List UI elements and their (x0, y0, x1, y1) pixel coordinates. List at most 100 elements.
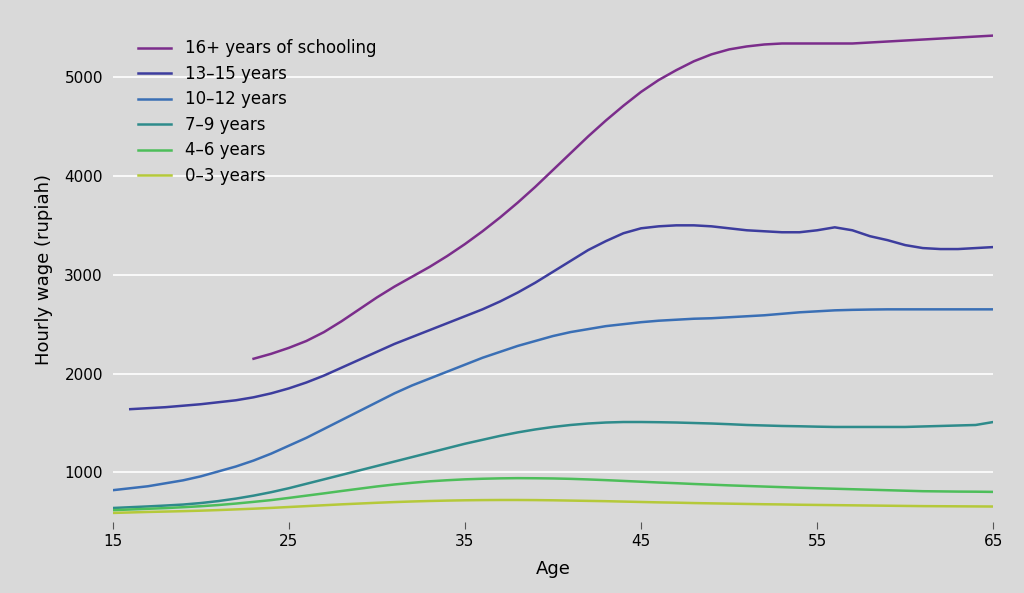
13–15 years (124, 406, 136, 413)
16+ years of schooling (300, 337, 312, 345)
13–15 years (300, 379, 312, 386)
13–15 years (265, 390, 278, 397)
Line: 7–9 years: 7–9 years (113, 422, 993, 508)
0–3 years (987, 503, 999, 510)
16+ years of schooling (846, 40, 858, 47)
13–15 years (899, 241, 911, 248)
13–15 years (248, 394, 260, 401)
13–15 years (952, 246, 965, 253)
13–15 years (494, 298, 506, 305)
13–15 years (811, 227, 823, 234)
16+ years of schooling (459, 241, 471, 248)
4–6 years (388, 481, 400, 488)
0–3 years (706, 500, 718, 507)
16+ years of schooling (336, 318, 348, 325)
Line: 10–12 years: 10–12 years (113, 310, 993, 490)
10–12 years (106, 487, 119, 494)
16+ years of schooling (688, 58, 700, 65)
4–6 years (371, 483, 383, 490)
7–9 years (706, 420, 718, 427)
10–12 years (388, 390, 400, 397)
4–6 years (706, 481, 718, 488)
13–15 years (195, 401, 207, 408)
16+ years of schooling (512, 199, 524, 206)
13–15 years (564, 257, 577, 264)
13–15 years (177, 402, 189, 409)
4–6 years (758, 483, 770, 490)
13–15 years (740, 227, 753, 234)
13–15 years (635, 225, 647, 232)
16+ years of schooling (600, 117, 612, 124)
16+ years of schooling (406, 273, 418, 280)
10–12 years (740, 313, 753, 320)
16+ years of schooling (317, 329, 330, 336)
16+ years of schooling (547, 167, 559, 174)
16+ years of schooling (706, 51, 718, 58)
13–15 years (846, 227, 858, 234)
10–12 years (970, 306, 982, 313)
13–15 years (547, 268, 559, 275)
10–12 years (882, 306, 894, 313)
16+ years of schooling (494, 214, 506, 221)
13–15 years (371, 348, 383, 355)
0–3 years (300, 503, 312, 510)
13–15 years (512, 289, 524, 296)
Line: 0–3 years: 0–3 years (113, 500, 993, 513)
16+ years of schooling (476, 228, 488, 235)
4–6 years (970, 488, 982, 495)
13–15 years (723, 225, 735, 232)
4–6 years (300, 492, 312, 499)
16+ years of schooling (582, 133, 594, 140)
Legend: 16+ years of schooling, 13–15 years, 10–12 years, 7–9 years, 4–6 years, 0–3 year: 16+ years of schooling, 13–15 years, 10–… (130, 31, 385, 193)
16+ years of schooling (899, 37, 911, 44)
4–6 years (987, 489, 999, 496)
13–15 years (441, 320, 454, 327)
16+ years of schooling (758, 41, 770, 48)
13–15 years (934, 246, 946, 253)
13–15 years (794, 229, 806, 236)
13–15 years (424, 327, 436, 334)
16+ years of schooling (970, 33, 982, 40)
16+ years of schooling (811, 40, 823, 47)
16+ years of schooling (371, 294, 383, 301)
13–15 years (882, 237, 894, 244)
16+ years of schooling (934, 35, 946, 42)
16+ years of schooling (987, 32, 999, 39)
13–15 years (688, 222, 700, 229)
16+ years of schooling (529, 183, 542, 190)
0–3 years (106, 509, 119, 517)
13–15 years (476, 306, 488, 313)
16+ years of schooling (564, 149, 577, 157)
16+ years of schooling (652, 76, 665, 84)
16+ years of schooling (248, 355, 260, 362)
13–15 years (828, 224, 841, 231)
13–15 years (970, 244, 982, 251)
16+ years of schooling (424, 263, 436, 270)
16+ years of schooling (794, 40, 806, 47)
4–6 years (106, 506, 119, 514)
10–12 years (987, 306, 999, 313)
16+ years of schooling (353, 306, 366, 313)
16+ years of schooling (283, 345, 295, 352)
0–3 years (494, 496, 506, 503)
16+ years of schooling (864, 39, 877, 46)
0–3 years (371, 499, 383, 506)
X-axis label: Age: Age (536, 560, 570, 578)
13–15 years (987, 244, 999, 251)
13–15 years (617, 229, 630, 237)
7–9 years (106, 505, 119, 512)
0–3 years (758, 500, 770, 508)
4–6 years (512, 474, 524, 482)
16+ years of schooling (740, 43, 753, 50)
7–9 years (388, 458, 400, 465)
16+ years of schooling (882, 38, 894, 45)
16+ years of schooling (635, 88, 647, 95)
16+ years of schooling (670, 66, 682, 74)
Y-axis label: Hourly wage (rupiah): Hourly wage (rupiah) (35, 174, 53, 365)
Line: 4–6 years: 4–6 years (113, 478, 993, 510)
16+ years of schooling (776, 40, 788, 47)
16+ years of schooling (952, 34, 965, 41)
16+ years of schooling (388, 283, 400, 290)
13–15 years (916, 244, 929, 251)
10–12 years (300, 434, 312, 441)
